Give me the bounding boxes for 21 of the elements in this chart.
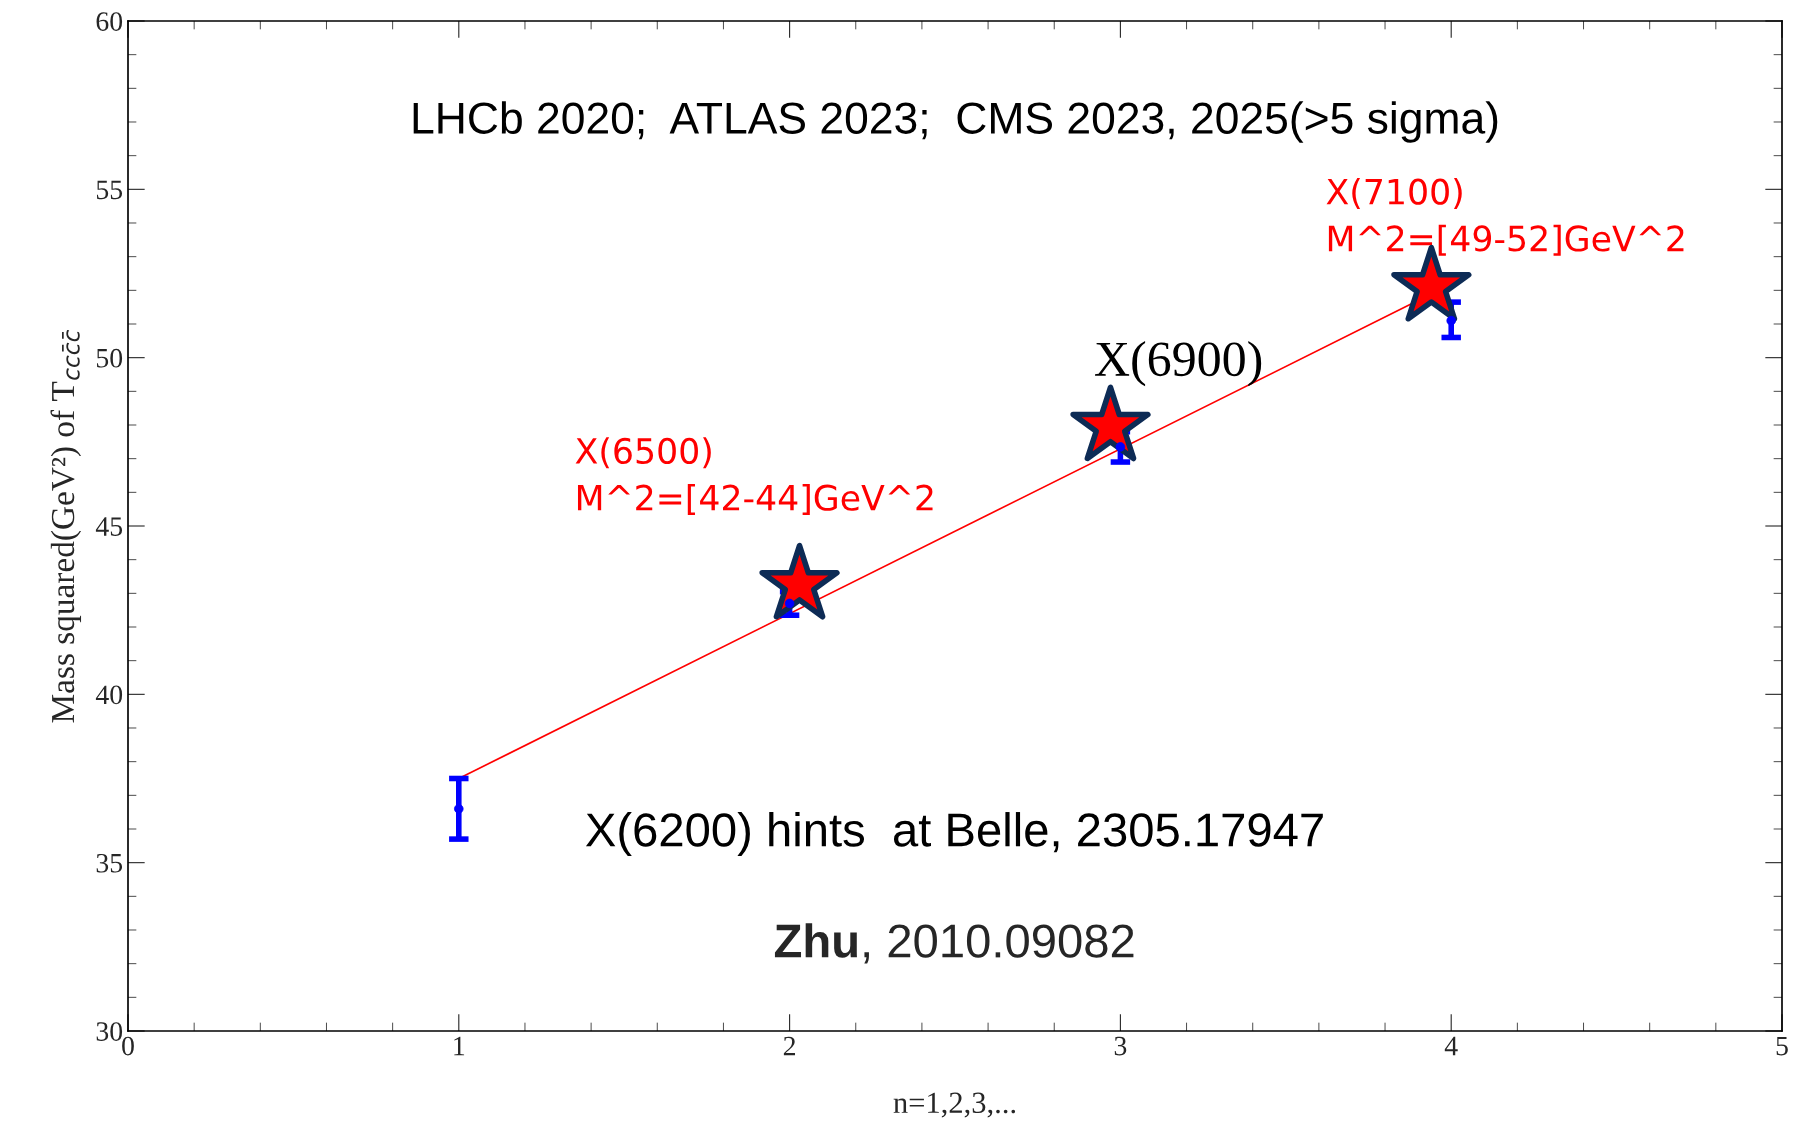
annotation: X(7100) M^2=[49-52]GeV^2 xyxy=(1326,177,1684,256)
y-axis-title: Mass squared(GeV²) of T$_{ccc̄c̄}$ xyxy=(50,329,82,723)
annotation: X(6900) xyxy=(1095,340,1262,387)
annotation: X(6200) hints at Belle, 2305.17947 xyxy=(585,812,1323,857)
x-axis-title: n=1,2,3,... xyxy=(893,1092,1016,1118)
y-tick-label: 35 xyxy=(96,853,123,873)
annotation: Zhu, 2010.09082 xyxy=(774,923,1134,964)
x-tick-label: 5 xyxy=(1776,1036,1788,1056)
y-tick-label: 55 xyxy=(96,180,123,200)
x-tick-label: 1 xyxy=(454,1036,465,1056)
y-tick-label: 40 xyxy=(95,685,123,705)
annotation: X(6500) M^2=[42-44]GeV^2 xyxy=(575,437,933,515)
y-tick-label: 50 xyxy=(96,348,123,368)
x-tick-label: 2 xyxy=(783,1036,796,1056)
x-tick-label: 3 xyxy=(1114,1036,1127,1056)
x-tick-label: 0 xyxy=(122,1036,134,1056)
annotation: LHCb 2020; ATLAS 2023; CMS 2023, 2025(>5 sigma) xyxy=(413,101,1498,143)
y-tick-label: 30 xyxy=(96,1022,123,1041)
y-tick-label: 60 xyxy=(96,12,123,31)
x-tick-label: 4 xyxy=(1444,1036,1458,1056)
y-tick-label: 45 xyxy=(95,517,123,536)
